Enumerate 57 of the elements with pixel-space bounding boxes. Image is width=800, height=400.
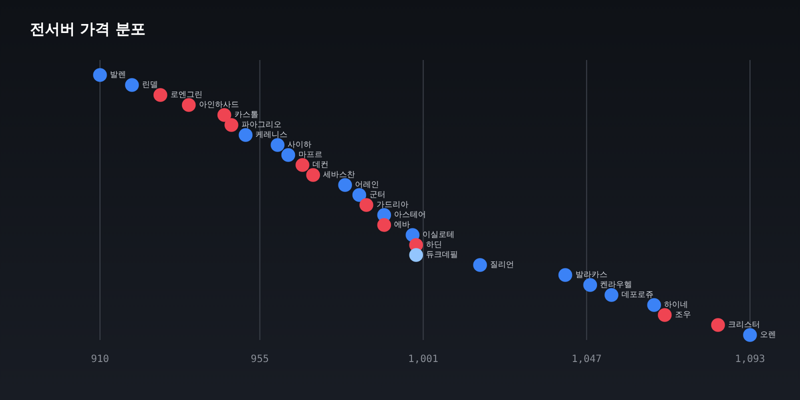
point: [409, 248, 424, 262]
point: [224, 118, 238, 132]
y-tick-label: 하이네: [664, 300, 688, 309]
point: [558, 268, 572, 282]
y-tick-label: 아인하사드: [198, 100, 239, 109]
y-tick-label: 하딘: [426, 240, 442, 249]
point: [125, 78, 139, 92]
x-tick-label: 1,001: [408, 354, 438, 366]
y-tick-label: 로엔그린: [170, 90, 202, 99]
point: [182, 98, 196, 112]
y-tick-label: 어레인: [355, 180, 380, 189]
y-tick-label: 파아그리오: [241, 120, 282, 129]
point: [359, 198, 374, 212]
y-tick-label: 발라카스: [575, 270, 608, 279]
point: [281, 148, 296, 162]
x-tick-label: 955: [250, 354, 269, 366]
y-tick-label: 오렌: [760, 330, 776, 339]
point: [743, 328, 757, 342]
x-tick-label: 1,047: [572, 354, 602, 366]
y-tick-label: 세바스찬: [323, 170, 356, 179]
point: [352, 188, 366, 202]
point: [153, 88, 168, 102]
point: [658, 308, 672, 322]
point: [238, 128, 253, 142]
y-tick-label: 케레니스: [256, 130, 288, 139]
point: [583, 278, 598, 292]
y-tick-label: 데포로쥬: [621, 290, 654, 299]
y-tick-label: 가드리아: [376, 200, 408, 209]
point: [604, 288, 618, 302]
x-tick-label: 910: [90, 354, 110, 366]
y-tick-label: 발렌: [110, 70, 126, 79]
x-tick-label: 1,093: [734, 354, 766, 366]
y-tick-label: 조우: [674, 310, 691, 319]
y-tick-label: 마프르: [298, 150, 322, 159]
point: [93, 68, 107, 82]
chart-title: 전서버 가격 분포: [30, 20, 146, 38]
point: [306, 168, 320, 182]
y-tick-label: 켄라우헬: [600, 280, 632, 289]
point: [377, 218, 392, 232]
y-tick-label: 데컨: [312, 160, 328, 169]
point: [296, 158, 310, 172]
point: [711, 318, 725, 332]
y-tick-label: 린델: [142, 80, 158, 89]
y-tick-label: 크리스터: [728, 320, 760, 329]
y-tick-label: 이실로테: [422, 230, 455, 239]
y-tick-label: 아스테어: [394, 210, 426, 219]
point: [473, 258, 487, 272]
point: [647, 298, 662, 312]
y-tick-label: 군터: [369, 190, 386, 199]
point: [270, 138, 285, 152]
point: [217, 108, 232, 122]
y-tick-label: 듀크데필: [426, 250, 458, 259]
y-tick-label: 질리언: [490, 260, 514, 269]
y-tick-label: 카스톨: [234, 110, 258, 119]
point: [338, 178, 352, 192]
y-tick-label: 사이하: [288, 140, 312, 149]
y-tick-label: 에바: [394, 220, 410, 229]
